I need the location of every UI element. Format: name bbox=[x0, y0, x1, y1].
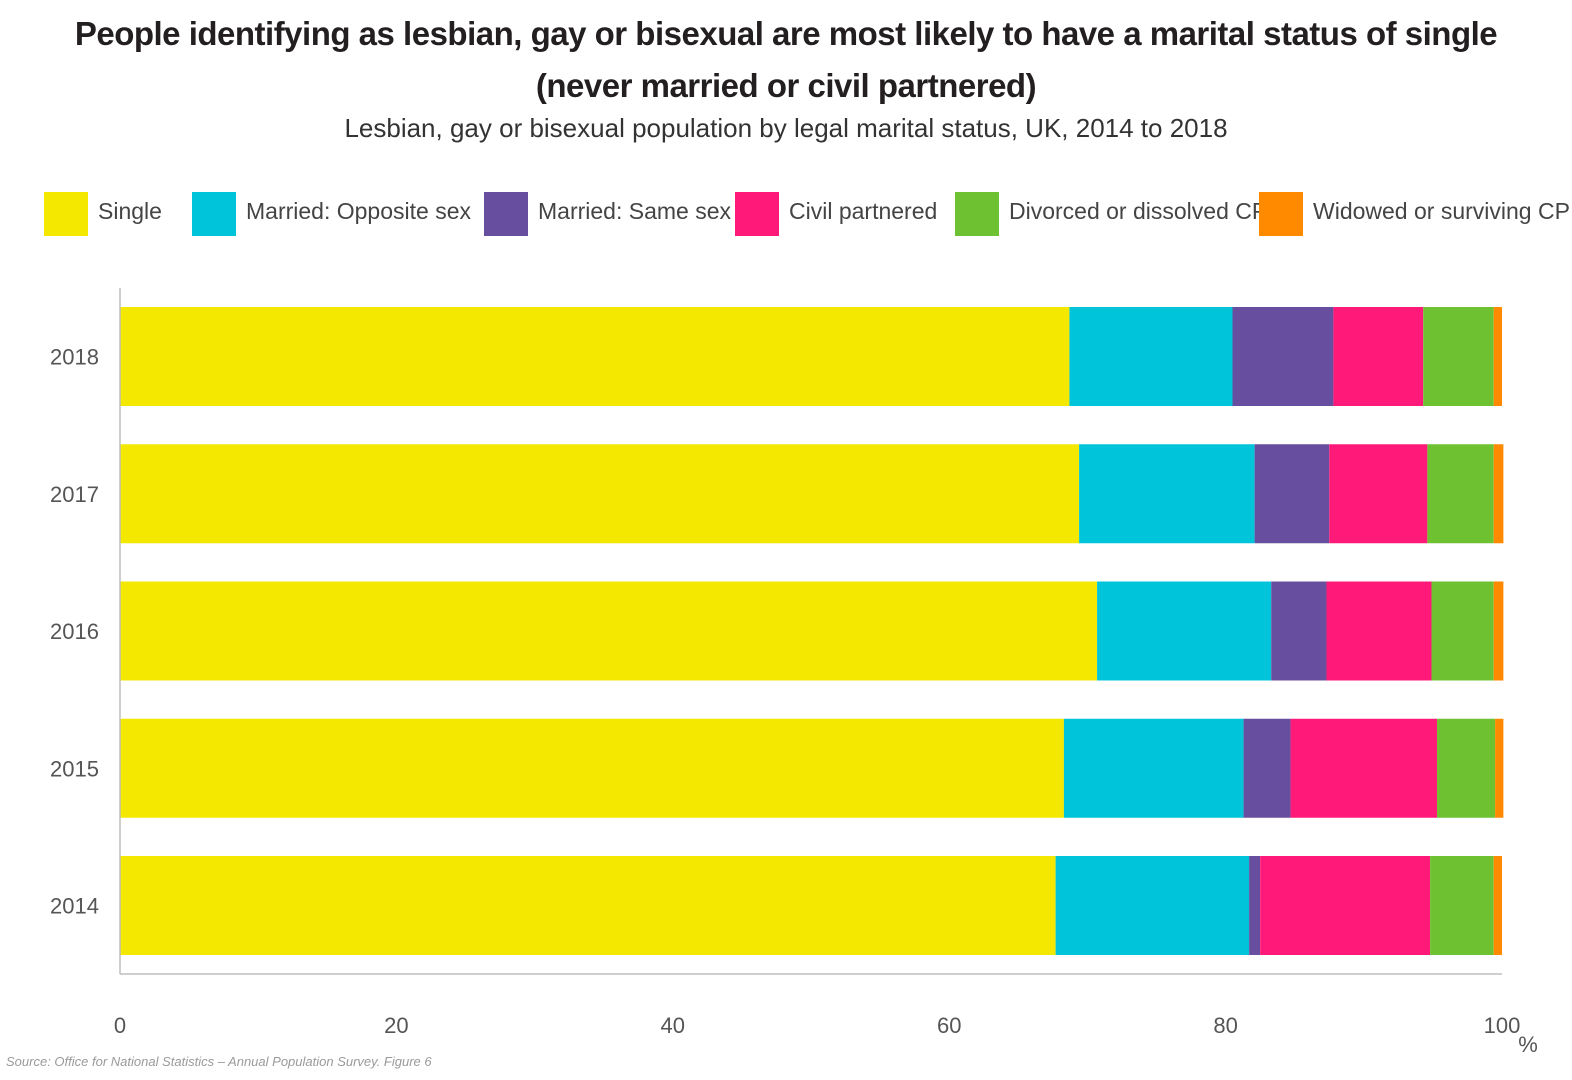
y-tick-label-2016: 2016 bbox=[50, 619, 99, 644]
bar-groups bbox=[120, 307, 1504, 955]
y-tick-label-2015: 2015 bbox=[50, 756, 99, 781]
legend-label-married-same-sex: Married: Same sex bbox=[538, 198, 732, 224]
chart-title-line-2: (never married or civil partnered) bbox=[535, 67, 1037, 104]
bar-segment-2017-divorced-or-dissolved-cp bbox=[1427, 444, 1494, 544]
bar-segment-2018-married-same-sex bbox=[1232, 307, 1334, 406]
bar-segment-2015-widowed-or-surviving-cp bbox=[1495, 718, 1504, 818]
legend-swatch-widowed-or-surviving-cp bbox=[1259, 192, 1303, 236]
bar-segment-2014-married-opposite-sex bbox=[1055, 856, 1250, 955]
bar-segment-2018-civil-partnered bbox=[1333, 307, 1424, 406]
source-note: Source: Office for National Statistics –… bbox=[6, 1054, 432, 1069]
y-tick-label-2018: 2018 bbox=[50, 345, 99, 370]
bar-segment-2018-widowed-or-surviving-cp bbox=[1493, 307, 1502, 406]
bar-segment-2016-married-same-sex bbox=[1271, 581, 1327, 681]
legend-swatch-divorced-or-dissolved-cp bbox=[955, 192, 999, 236]
legend-label-divorced-or-dissolved-cp: Divorced or dissolved CP bbox=[1009, 198, 1268, 224]
legend-label-single: Single bbox=[98, 198, 162, 224]
bar-segment-2015-civil-partnered bbox=[1290, 718, 1438, 818]
bar-segment-2018-married-opposite-sex bbox=[1069, 307, 1233, 406]
bar-segment-2014-civil-partnered bbox=[1260, 856, 1431, 955]
y-tick-label-2014: 2014 bbox=[50, 894, 99, 919]
y-tick-label-2017: 2017 bbox=[50, 482, 99, 507]
bar-segment-2016-married-opposite-sex bbox=[1097, 581, 1272, 681]
x-tick-label-60: 60 bbox=[937, 1013, 961, 1038]
bar-segment-2017-married-opposite-sex bbox=[1079, 444, 1255, 544]
bar-segment-2017-widowed-or-surviving-cp bbox=[1493, 444, 1504, 544]
legend-swatch-married-same-sex bbox=[484, 192, 528, 236]
bar-segment-2015-divorced-or-dissolved-cp bbox=[1437, 718, 1496, 818]
bar-group-2015 bbox=[120, 718, 1504, 818]
legend-label-married-opposite-sex: Married: Opposite sex bbox=[246, 198, 471, 224]
bar-segment-2014-married-same-sex bbox=[1249, 856, 1261, 955]
chart-title-line-1: People identifying as lesbian, gay or bi… bbox=[74, 15, 1498, 52]
bar-segment-2014-single bbox=[120, 856, 1056, 955]
bar-segment-2015-married-same-sex bbox=[1243, 718, 1291, 818]
legend-swatch-civil-partnered bbox=[735, 192, 779, 236]
legend-label-civil-partnered: Civil partnered bbox=[789, 198, 938, 224]
bar-segment-2017-married-same-sex bbox=[1254, 444, 1330, 544]
bar-segment-2016-widowed-or-surviving-cp bbox=[1493, 581, 1504, 681]
bar-group-2017 bbox=[120, 444, 1504, 544]
x-tick-label-20: 20 bbox=[384, 1013, 408, 1038]
legend-swatch-single bbox=[44, 192, 88, 236]
bar-segment-2017-single bbox=[120, 444, 1080, 544]
bar-segment-2014-divorced-or-dissolved-cp bbox=[1430, 856, 1494, 955]
bar-segment-2016-civil-partnered bbox=[1326, 581, 1432, 681]
bar-segment-2016-divorced-or-dissolved-cp bbox=[1431, 581, 1494, 681]
bar-segment-2017-civil-partnered bbox=[1329, 444, 1428, 544]
bar-segment-2015-single bbox=[120, 718, 1064, 818]
legend-swatch-married-opposite-sex bbox=[192, 192, 236, 236]
x-tick-label-80: 80 bbox=[1213, 1013, 1237, 1038]
legend-label-widowed-or-surviving-cp: Widowed or surviving CP bbox=[1313, 198, 1570, 224]
bar-group-2018 bbox=[120, 307, 1502, 406]
bar-segment-2015-married-opposite-sex bbox=[1063, 718, 1244, 818]
x-tick-label-100: 100 bbox=[1484, 1013, 1521, 1038]
chart-subtitle: Lesbian, gay or bisexual population by l… bbox=[344, 113, 1228, 143]
bar-group-2014 bbox=[120, 856, 1502, 955]
bar-segment-2018-single bbox=[120, 307, 1070, 406]
x-tick-label-0: 0 bbox=[114, 1013, 126, 1038]
bar-segment-2014-widowed-or-surviving-cp bbox=[1493, 856, 1502, 955]
x-axis-unit-label: % bbox=[1518, 1032, 1538, 1057]
bar-segment-2016-single bbox=[120, 581, 1098, 681]
chart-title: People identifying as lesbian, gay or bi… bbox=[0, 8, 1572, 112]
x-tick-label-40: 40 bbox=[661, 1013, 685, 1038]
bar-group-2016 bbox=[120, 581, 1504, 681]
x-tick-labels: 0 20 40 60 80 100 bbox=[114, 1013, 1520, 1038]
y-tick-labels: 2018 2017 2016 2015 2014 bbox=[50, 345, 99, 919]
bar-segment-2018-divorced-or-dissolved-cp bbox=[1423, 307, 1494, 406]
